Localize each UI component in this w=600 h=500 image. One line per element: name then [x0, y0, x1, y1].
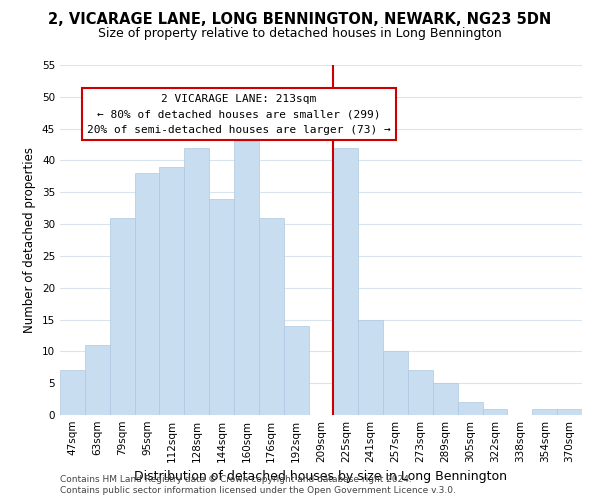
Bar — [110, 218, 134, 415]
Bar — [234, 142, 259, 415]
Bar — [532, 408, 557, 415]
Text: 2, VICARAGE LANE, LONG BENNINGTON, NEWARK, NG23 5DN: 2, VICARAGE LANE, LONG BENNINGTON, NEWAR… — [49, 12, 551, 28]
Bar — [433, 383, 458, 415]
Bar — [134, 173, 160, 415]
Bar — [85, 345, 110, 415]
Bar — [482, 408, 508, 415]
Bar — [160, 167, 184, 415]
Bar — [383, 352, 408, 415]
X-axis label: Distribution of detached houses by size in Long Bennington: Distribution of detached houses by size … — [134, 470, 508, 484]
Bar — [408, 370, 433, 415]
Bar — [557, 408, 582, 415]
Y-axis label: Number of detached properties: Number of detached properties — [23, 147, 37, 333]
Bar — [60, 370, 85, 415]
Text: Size of property relative to detached houses in Long Bennington: Size of property relative to detached ho… — [98, 28, 502, 40]
Text: 2 VICARAGE LANE: 213sqm
← 80% of detached houses are smaller (299)
20% of semi-d: 2 VICARAGE LANE: 213sqm ← 80% of detache… — [87, 94, 391, 135]
Bar — [284, 326, 308, 415]
Bar — [334, 148, 358, 415]
Text: Contains HM Land Registry data © Crown copyright and database right 2024.: Contains HM Land Registry data © Crown c… — [60, 475, 412, 484]
Bar — [259, 218, 284, 415]
Bar — [184, 148, 209, 415]
Bar — [209, 198, 234, 415]
Bar — [358, 320, 383, 415]
Text: Contains public sector information licensed under the Open Government Licence v.: Contains public sector information licen… — [60, 486, 456, 495]
Bar — [458, 402, 482, 415]
